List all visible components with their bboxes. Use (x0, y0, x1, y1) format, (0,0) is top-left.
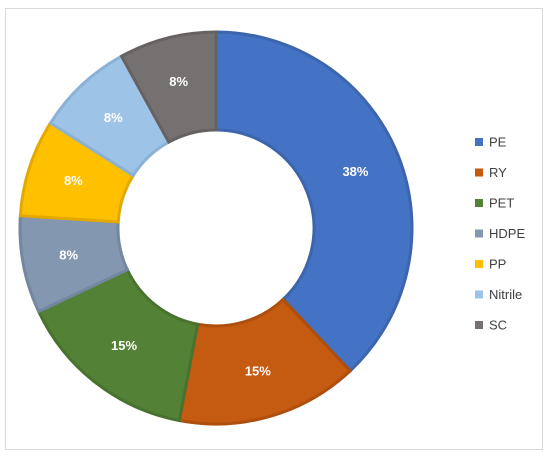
slice-label-ry: 15% (245, 363, 271, 378)
legend-swatch-nitrile (475, 290, 483, 299)
slice-sc (119, 30, 218, 145)
slice-label-nitrile: 8% (104, 110, 123, 125)
legend-swatch-sc (475, 321, 483, 329)
slice-labels: 38% 15% 15% 8% 8% 8% 8% (59, 74, 369, 378)
legend-swatch-pe (475, 138, 483, 146)
legend-swatch-ry (475, 168, 483, 177)
chart-legend: PE RY PET HDPE PP Nitrile SC (475, 134, 525, 332)
legend-label-sc: SC (489, 317, 507, 332)
legend-label-hdpe: HDPE (489, 226, 525, 241)
donut-slices (18, 30, 414, 426)
legend-label-pe: PE (489, 134, 507, 149)
legend-swatch-pp (475, 260, 483, 268)
slice-label-sc: 8% (169, 74, 188, 89)
slice-label-pe: 38% (342, 164, 368, 179)
legend-label-pp: PP (489, 256, 506, 271)
legend-swatch-pet (475, 199, 483, 207)
slice-label-hdpe: 8% (59, 248, 78, 263)
slice-label-pet: 15% (111, 338, 137, 353)
legend-swatch-hdpe (475, 229, 483, 238)
legend-label-nitrile: Nitrile (489, 287, 522, 302)
slice-pe (214, 30, 414, 373)
legend-label-pet: PET (489, 195, 514, 210)
slice-label-pp: 8% (64, 173, 83, 188)
legend-label-ry: RY (489, 165, 507, 180)
